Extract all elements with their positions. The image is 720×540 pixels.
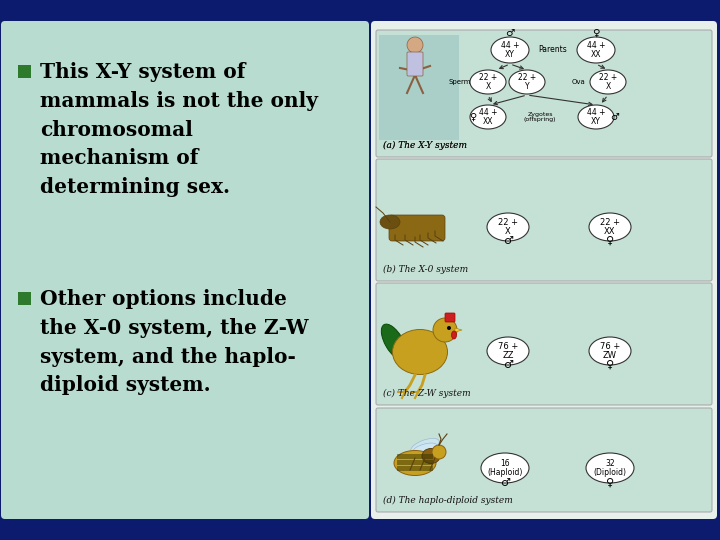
FancyBboxPatch shape	[379, 35, 459, 140]
FancyBboxPatch shape	[389, 215, 445, 241]
FancyBboxPatch shape	[407, 52, 423, 76]
Ellipse shape	[586, 453, 634, 483]
Text: Other options include
the X-0 system, the Z-W
system, and the haplo-
diploid sys: Other options include the X-0 system, th…	[40, 289, 308, 395]
Text: (d) The haplo-diploid system: (d) The haplo-diploid system	[383, 496, 513, 505]
Text: 44 +
XY: 44 + XY	[587, 107, 606, 126]
Text: Parents: Parents	[539, 45, 567, 55]
Circle shape	[433, 318, 457, 342]
FancyBboxPatch shape	[376, 283, 712, 405]
Ellipse shape	[451, 331, 456, 339]
Text: ♀: ♀	[469, 112, 477, 122]
Text: ♀: ♀	[606, 236, 614, 246]
FancyBboxPatch shape	[376, 408, 712, 512]
Text: ♂: ♂	[505, 28, 515, 38]
Text: (b) The X-0 system: (b) The X-0 system	[383, 265, 468, 274]
Ellipse shape	[590, 70, 626, 94]
FancyBboxPatch shape	[445, 313, 455, 322]
Text: ♀: ♀	[606, 478, 614, 488]
Text: ♂: ♂	[503, 236, 513, 246]
Ellipse shape	[413, 443, 436, 453]
Text: ♂: ♂	[500, 478, 510, 488]
Text: 76 +
ZZ: 76 + ZZ	[498, 342, 518, 360]
Text: Ova: Ova	[572, 79, 586, 85]
Ellipse shape	[491, 37, 529, 63]
Polygon shape	[455, 328, 462, 332]
FancyBboxPatch shape	[376, 159, 712, 281]
Text: ♀: ♀	[606, 360, 614, 370]
FancyBboxPatch shape	[397, 460, 433, 465]
Ellipse shape	[481, 453, 529, 483]
Text: ♂: ♂	[503, 360, 513, 370]
Circle shape	[432, 445, 446, 459]
Ellipse shape	[382, 324, 407, 360]
Ellipse shape	[410, 438, 439, 454]
Ellipse shape	[487, 337, 529, 365]
Ellipse shape	[589, 337, 631, 365]
Circle shape	[447, 326, 451, 330]
Text: (a) The X-Y system: (a) The X-Y system	[383, 141, 467, 150]
Text: 44 +
XX: 44 + XX	[479, 107, 498, 126]
Text: (c) The Z-W system: (c) The Z-W system	[383, 389, 471, 398]
FancyBboxPatch shape	[371, 21, 717, 519]
Text: ♂: ♂	[611, 112, 619, 122]
Text: 16
(Haploid): 16 (Haploid)	[487, 458, 523, 477]
FancyBboxPatch shape	[397, 454, 433, 459]
Ellipse shape	[470, 105, 506, 129]
Text: 22 +
XX: 22 + XX	[600, 218, 620, 237]
Bar	[18, 65, 31, 78]
Text: 22 +
X: 22 + X	[599, 73, 617, 91]
Text: (a) The X-Y system: (a) The X-Y system	[383, 141, 467, 150]
Ellipse shape	[487, 213, 529, 241]
Text: 22 +
Y: 22 + Y	[518, 73, 536, 91]
Ellipse shape	[422, 449, 440, 463]
Ellipse shape	[394, 450, 436, 476]
Text: 76 +
ZW: 76 + ZW	[600, 342, 620, 360]
Ellipse shape	[577, 37, 615, 63]
Text: 22 +
X: 22 + X	[498, 218, 518, 237]
Text: 22 +
X: 22 + X	[479, 73, 497, 91]
Ellipse shape	[578, 105, 614, 129]
Ellipse shape	[392, 329, 448, 375]
Text: ♀: ♀	[592, 28, 600, 38]
Text: 44 +
XY: 44 + XY	[500, 40, 519, 59]
Text: This X-Y system of
mammals is not the only
chromosomal
mechanism of
determining : This X-Y system of mammals is not the on…	[40, 62, 318, 197]
Text: Sperm: Sperm	[449, 79, 471, 85]
Ellipse shape	[589, 213, 631, 241]
Ellipse shape	[470, 70, 506, 94]
Text: 32
(Diploid): 32 (Diploid)	[593, 458, 626, 477]
Ellipse shape	[380, 215, 400, 229]
Ellipse shape	[509, 70, 545, 94]
Text: Zygotes
(offspring): Zygotes (offspring)	[523, 112, 557, 123]
Bar	[18, 292, 31, 305]
FancyBboxPatch shape	[376, 30, 712, 157]
Ellipse shape	[392, 218, 438, 230]
FancyBboxPatch shape	[1, 21, 369, 519]
Text: 44 +
XX: 44 + XX	[587, 40, 606, 59]
FancyBboxPatch shape	[397, 466, 433, 471]
Circle shape	[407, 37, 423, 53]
